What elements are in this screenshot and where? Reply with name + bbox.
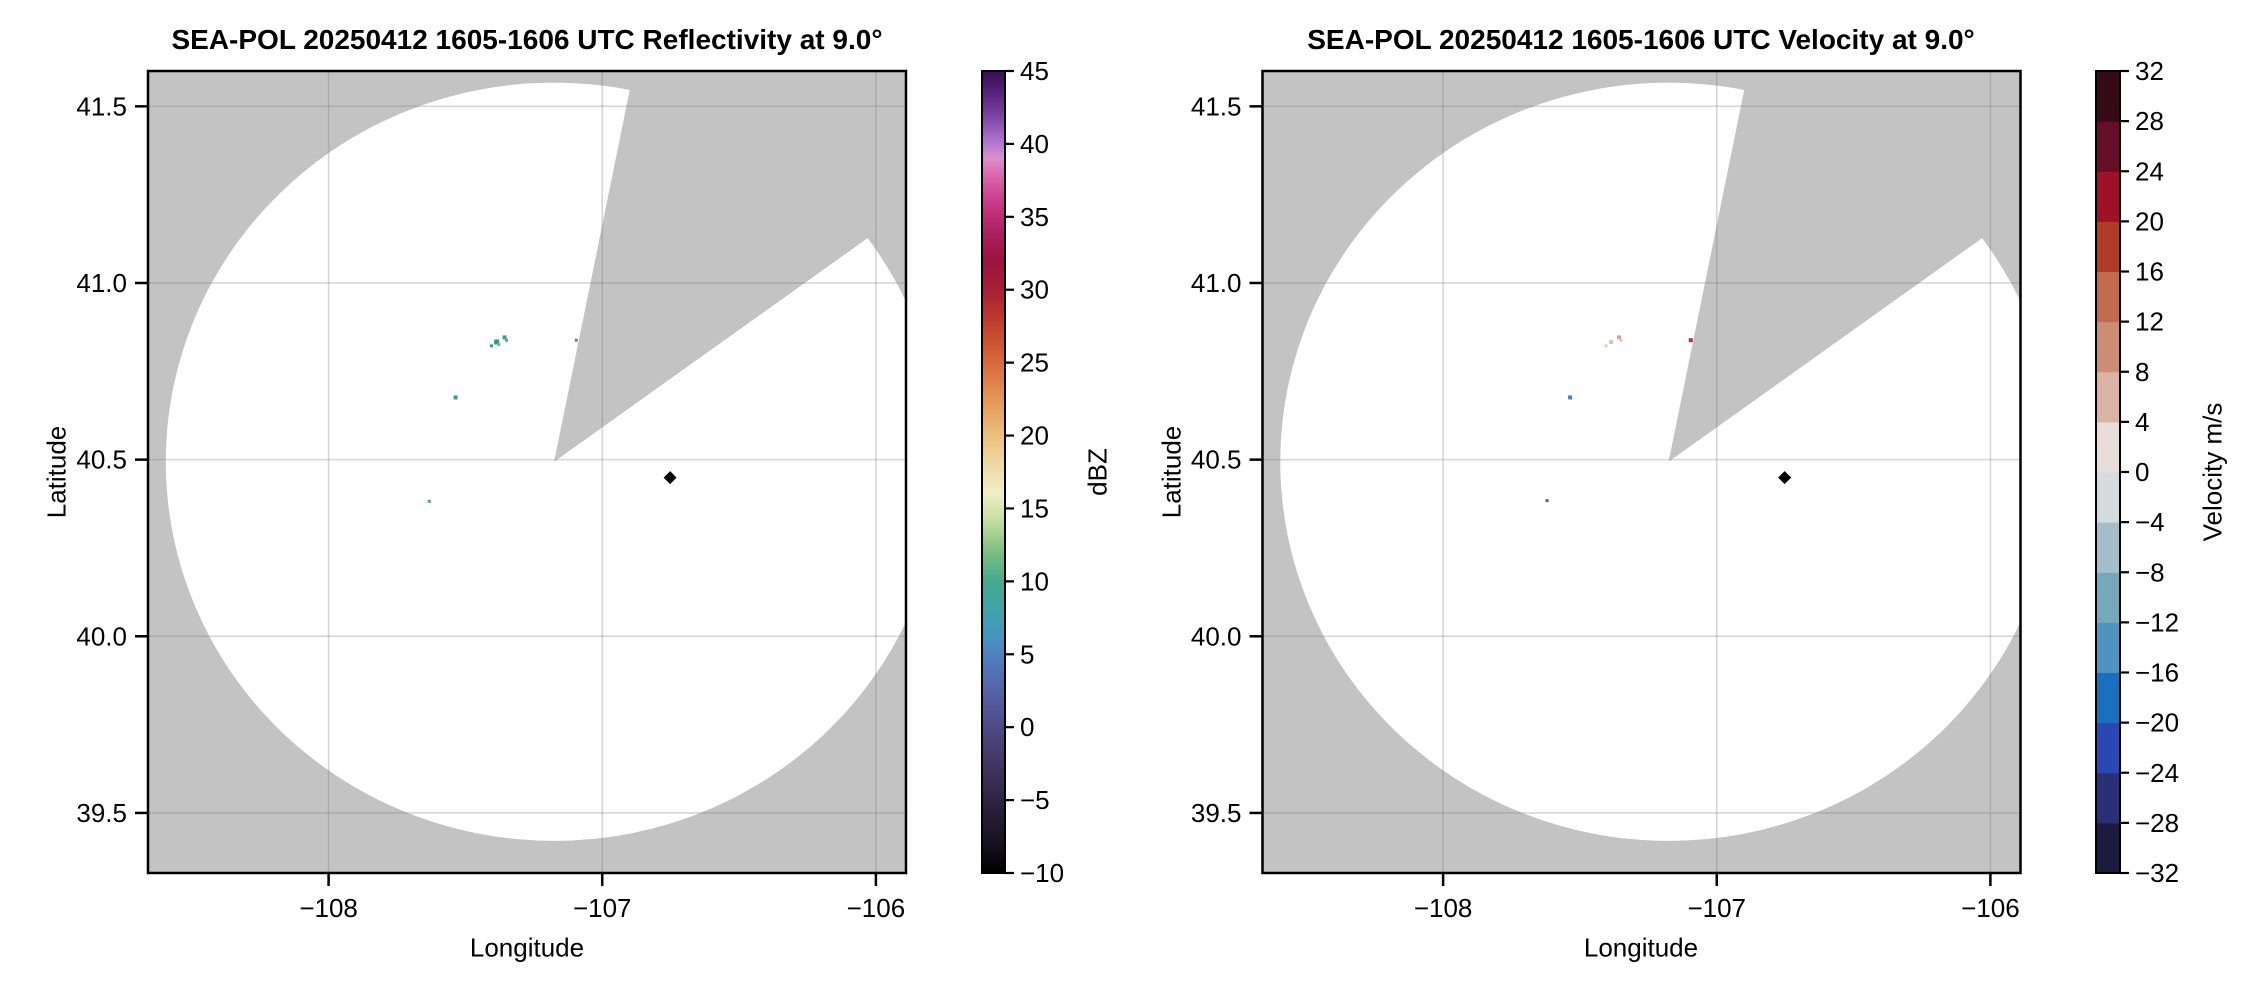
colorbar-tick-label: 32: [2135, 56, 2164, 86]
y-tick-label: 39.5: [76, 798, 127, 828]
colorbar-segment: [2096, 221, 2120, 272]
echo-pixel: [1688, 338, 1693, 343]
colorbar-tick-label: 40: [1020, 129, 1049, 159]
y-tick-label: 41.0: [1191, 268, 1242, 298]
echo-pixel: [427, 499, 431, 503]
site-marker-diamond: [663, 471, 677, 485]
plot-border: [1261, 69, 2022, 875]
colorbar-tick-label: −10: [1020, 858, 1064, 888]
colorbar-segment: [2096, 171, 2120, 222]
colorbar-segment: [2096, 522, 2120, 573]
colorbar-tick-label: 8: [2135, 357, 2149, 387]
colorbar-tick-label: −20: [2135, 708, 2179, 738]
velocity-colorbar-label: Velocity m/s: [2197, 402, 2228, 542]
colorbar-segment: [2096, 71, 2120, 122]
colorbar-tick-label: 0: [1020, 712, 1034, 742]
colorbar-segment: [2096, 822, 2120, 874]
site-marker-diamond: [1778, 471, 1792, 485]
colorbar-tick-label: −16: [2135, 658, 2179, 688]
colorbar-tick-label: 20: [2135, 206, 2164, 236]
echo-pixel: [1609, 339, 1614, 344]
y-tick-label: 41.5: [76, 91, 127, 121]
echo-pixel: [1604, 344, 1608, 348]
colorbar-gradient: [982, 71, 1005, 873]
velocity-x-axis-label: Longitude: [1583, 932, 1699, 963]
x-tick-label: −108: [299, 893, 358, 923]
colorbar-tick-label: 10: [1020, 566, 1049, 596]
reflectivity-panel-title: SEA-POL 20250412 1605-1606 UTC Reflectiv…: [171, 24, 883, 55]
plot-area-Velocity m/s: [1262, 71, 2021, 873]
y-tick-label: 40.0: [76, 621, 127, 651]
echo-pixel: [1617, 335, 1622, 340]
echo-pixel: [453, 395, 458, 400]
colorbar-tick-label: 30: [1020, 275, 1049, 305]
colorbar-tick-label: 16: [2135, 257, 2164, 287]
colorbar-tick-label: 0: [2135, 457, 2149, 487]
echo-pixel: [1545, 499, 1549, 503]
colorbar-segment: [2096, 271, 2120, 323]
reflectivity-x-axis-label: Longitude: [469, 932, 585, 963]
echo-pixel: [497, 342, 501, 346]
velocity-panel-title: SEA-POL 20250412 1605-1606 UTC Velocity …: [1307, 24, 1975, 55]
echo-pixel: [502, 335, 507, 340]
colorbar-tick-label: 35: [1020, 202, 1049, 232]
colorbar-border: [981, 70, 1006, 874]
x-tick-label: −107: [1687, 893, 1746, 923]
plot-area-dBZ: [148, 71, 906, 873]
colorbar-tick-label: 15: [1020, 493, 1049, 523]
echo-pixel: [489, 344, 493, 348]
colorbar-tick-label: −4: [2135, 507, 2165, 537]
echo-pixel: [1619, 338, 1623, 342]
colorbar-tick-label: −32: [2135, 858, 2179, 888]
velocity-y-axis-label: Latitude: [1156, 425, 1187, 519]
colorbar-segment: [2096, 121, 2120, 172]
x-tick-label: −106: [847, 893, 906, 923]
echo-pixel: [1568, 395, 1573, 400]
colorbar-segment: [2096, 371, 2120, 423]
colorbar-tick-label: 45: [1020, 56, 1049, 86]
x-tick-label: −106: [1961, 893, 2020, 923]
colorbar-segment: [2096, 622, 2120, 673]
colorbar-tick-label: 4: [2135, 407, 2149, 437]
colorbar-tick-label: 12: [2135, 307, 2164, 337]
colorbar-tick-label: −24: [2135, 758, 2179, 788]
colorbar-segment: [2096, 421, 2120, 473]
x-tick-label: −108: [1414, 893, 1473, 923]
colorbar-tick-label: −8: [2135, 557, 2165, 587]
echo-pixel: [574, 338, 578, 342]
colorbar-tick-label: −5: [1020, 785, 1050, 815]
blocked-sector-wedge: [1668, 71, 2021, 462]
colorbar-segment: [2096, 772, 2120, 824]
x-tick-label: −107: [573, 893, 632, 923]
blocked-sector-wedge: [554, 71, 906, 462]
y-tick-label: 40.0: [1191, 621, 1242, 651]
plot-border: [146, 69, 908, 875]
reflectivity-colorbar-label: dBZ: [1082, 448, 1113, 496]
colorbar-tick-label: 20: [1020, 421, 1049, 451]
echo-pixel: [494, 339, 500, 345]
colorbar-segment: [2096, 722, 2120, 774]
colorbar-tick-label: 28: [2135, 106, 2164, 136]
colorbar-segment: [2096, 321, 2120, 373]
y-tick-label: 40.5: [1191, 445, 1242, 475]
colorbar-tick-label: −12: [2135, 607, 2179, 637]
reflectivity-y-axis-label: Latitude: [41, 425, 72, 519]
y-tick-label: 41.0: [76, 268, 127, 298]
colorbar-tick-label: −28: [2135, 808, 2179, 838]
y-tick-label: 39.5: [1191, 798, 1242, 828]
colorbar-segment: [2096, 572, 2120, 623]
y-tick-label: 41.5: [1191, 91, 1242, 121]
colorbar-tick-label: 5: [1020, 639, 1034, 669]
colorbar-tick-label: 25: [1020, 348, 1049, 378]
colorbar-tick-label: 24: [2135, 156, 2164, 186]
colorbar-segment: [2096, 672, 2120, 724]
colorbar-segment: [2096, 472, 2120, 523]
echo-pixel: [504, 338, 508, 342]
y-tick-label: 40.5: [76, 445, 127, 475]
